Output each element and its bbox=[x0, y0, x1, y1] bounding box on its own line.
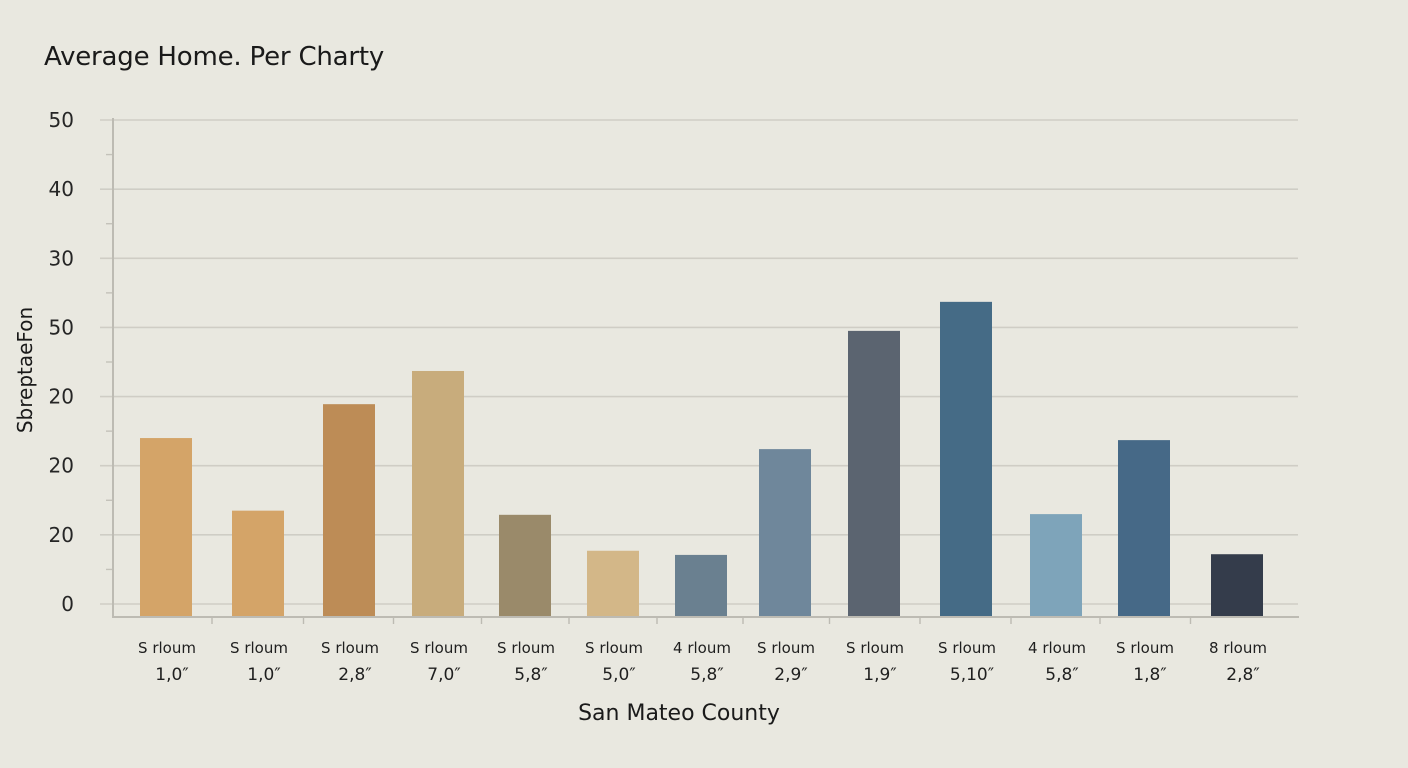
y-tick-label: 20 bbox=[49, 454, 74, 478]
bar bbox=[412, 370, 464, 617]
x-tick-label: S rloum bbox=[230, 639, 288, 657]
bar bbox=[323, 404, 375, 617]
x-tick-sublabel: 5,0″ bbox=[602, 665, 635, 685]
x-tick-label: S rloum bbox=[938, 639, 996, 657]
bar bbox=[1030, 514, 1082, 617]
y-tick-label: 0 bbox=[61, 592, 74, 616]
bars bbox=[140, 301, 1263, 617]
bar bbox=[587, 550, 639, 617]
bar bbox=[675, 554, 727, 617]
x-axis-labels: S rloum 1,0″ S rloum 1,0″ S rloum 2,8″ S rloum… bbox=[138, 639, 1267, 685]
x-tick-label: 4 rloum bbox=[1028, 639, 1086, 657]
y-tick-label: 50 bbox=[49, 315, 74, 339]
bar bbox=[499, 514, 551, 617]
x-tick-sublabel: 2,8″ bbox=[338, 665, 371, 685]
x-tick-label: S rloum bbox=[757, 639, 815, 657]
x-tick-sublabel: 5,8″ bbox=[514, 665, 547, 685]
y-tick-label: 20 bbox=[49, 385, 74, 409]
x-tick-label: S rloum bbox=[585, 639, 643, 657]
x-tick-label: S rloum bbox=[321, 639, 379, 657]
x-tick-sublabel: 1,8″ bbox=[1133, 665, 1166, 685]
bar bbox=[940, 301, 992, 617]
x-tick-sublabel: 2,8″ bbox=[1226, 665, 1259, 685]
axes bbox=[112, 118, 1299, 624]
x-tick-label: S rloum bbox=[497, 639, 555, 657]
x-tick-sublabel: 5,10″ bbox=[950, 665, 994, 685]
x-tick-sublabel: 7,0″ bbox=[427, 665, 460, 685]
x-tick-label: 8 rloum bbox=[1209, 639, 1267, 657]
x-tick-label: S rloum bbox=[410, 639, 468, 657]
chart-title: Average Home. Per Charty bbox=[44, 42, 385, 72]
x-tick-label: 4 rloum bbox=[673, 639, 731, 657]
x-tick-sublabel: 1,0″ bbox=[247, 665, 280, 685]
bar bbox=[140, 438, 192, 617]
y-tick-label: 50 bbox=[49, 108, 74, 132]
x-tick-label: S rloum bbox=[1116, 639, 1174, 657]
x-tick-label: S rloum bbox=[138, 639, 196, 657]
x-tick-sublabel: 1,9″ bbox=[863, 665, 896, 685]
bar bbox=[759, 449, 811, 617]
x-tick-sublabel: 5,8″ bbox=[690, 665, 723, 685]
bar bbox=[1118, 440, 1170, 617]
bar bbox=[232, 510, 284, 617]
x-tick-sublabel: 5,8″ bbox=[1045, 665, 1078, 685]
x-tick-sublabel: 1,0″ bbox=[155, 665, 188, 685]
bar bbox=[848, 330, 900, 617]
y-tick-label: 20 bbox=[49, 523, 74, 547]
y-tick-label: 30 bbox=[49, 246, 74, 270]
y-axis-ticks: 50 40 30 50 20 20 20 0 bbox=[49, 108, 74, 616]
x-tick-label: S rloum bbox=[846, 639, 904, 657]
y-tick-label: 40 bbox=[49, 177, 74, 201]
x-tick-sublabel: 2,9″ bbox=[774, 665, 807, 685]
y-axis-title: SbreptaeFon bbox=[13, 307, 37, 433]
x-axis-title: San Mateo County bbox=[578, 701, 780, 726]
bar bbox=[1211, 554, 1263, 617]
